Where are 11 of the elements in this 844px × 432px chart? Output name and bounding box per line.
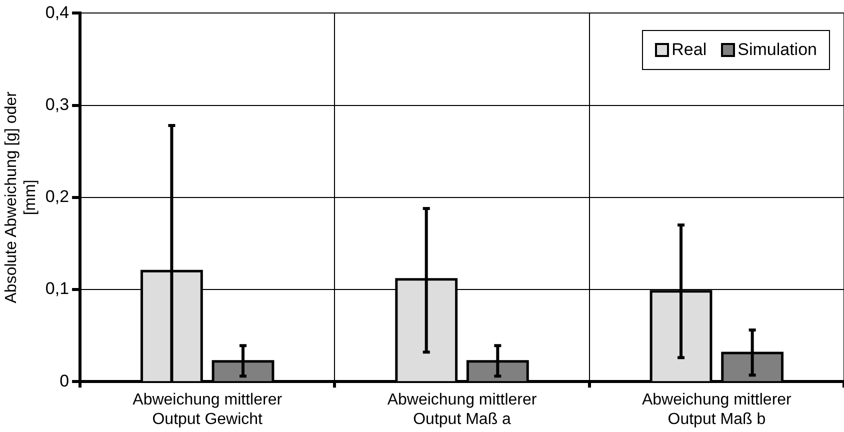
y-tick-label: 0,1 xyxy=(45,279,70,298)
y-tick-label: 0,4 xyxy=(45,2,70,22)
legend-label: Real xyxy=(672,40,707,60)
y-axis-title: Absolute Abweichung [g] oder [mm] xyxy=(3,90,40,304)
x-tick-label: Abweichung mittlerer Output Maß a xyxy=(387,392,538,428)
y-tick-label: 0 xyxy=(60,371,70,390)
y-tick-label: 0,2 xyxy=(45,187,70,206)
legend-label: Simulation xyxy=(738,40,817,60)
y-tick-label: 0,3 xyxy=(45,94,70,114)
x-tick-label: Abweichung mittlerer Output Maß b xyxy=(642,392,792,428)
x-tick-label: Abweichung mittlerer Output Gewicht xyxy=(132,392,283,428)
